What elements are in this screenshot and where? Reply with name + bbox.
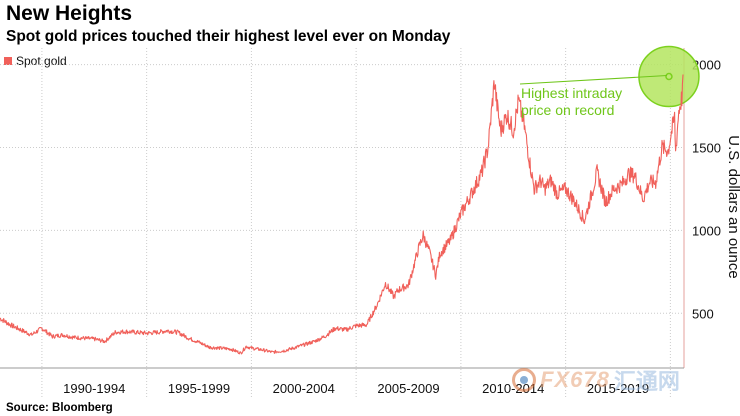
- source-note: Source: Bloomberg: [6, 402, 113, 414]
- chart: 500 1000 1500 2000 1990-1994 1995-1999 2000-20…: [0, 45, 740, 398]
- highlight-circle: [638, 45, 700, 108]
- watermark-cn: 汇通网: [613, 369, 680, 394]
- record-point-marker: [665, 72, 673, 81]
- watermark-logo-icon: [512, 368, 536, 392]
- legend-swatch: [4, 57, 12, 65]
- y-tick-label: 1000: [692, 223, 721, 238]
- y-axis-label: U.S. dollars an ounce: [725, 135, 740, 278]
- series-line-spot-gold: [0, 74, 684, 355]
- watermark: FX678 汇通网: [512, 364, 680, 396]
- x-tick-label: 2015-2019: [587, 381, 649, 396]
- y-tick-label: 2000: [692, 58, 721, 73]
- chart-title: New Heights: [6, 2, 133, 25]
- chart-subtitle: Spot gold prices touched their highest l…: [6, 28, 451, 45]
- x-tick-label: 1990-1994: [63, 381, 125, 396]
- annotation-line-2: price on record: [521, 102, 614, 118]
- annotation-leader-line: [519, 75, 667, 85]
- x-tick-label: 1995-1999: [168, 381, 230, 396]
- x-tick-label: 2000-2004: [273, 381, 335, 396]
- annotation-line-1: Highest intraday: [521, 85, 622, 101]
- y-tick-label: 1500: [692, 140, 721, 155]
- watermark-latin: FX678: [540, 367, 610, 392]
- x-tick-label: 2005-2009: [377, 381, 439, 396]
- y-tick-label: 500: [692, 306, 714, 321]
